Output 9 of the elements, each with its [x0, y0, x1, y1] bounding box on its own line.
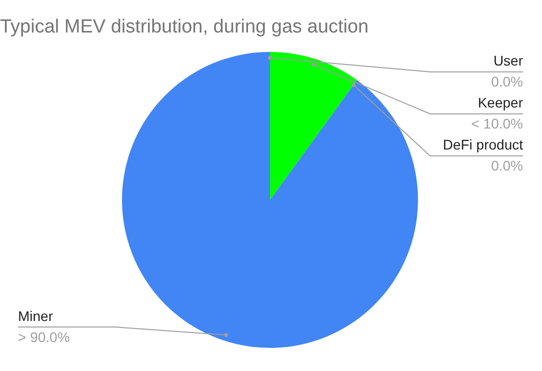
- category-label: DeFi product: [442, 136, 523, 153]
- slice-label: Miner: [18, 308, 54, 324]
- slice-label: Keeper: [478, 94, 524, 111]
- text: 0.0%: [491, 158, 523, 174]
- category-label: User: [493, 52, 523, 69]
- data-label: < 10.0%: [471, 116, 523, 132]
- chart-title: Typical MEV distribution, during gas auction: [0, 16, 369, 38]
- data-label: > 90.0%: [18, 328, 70, 345]
- text: 0.0%: [491, 74, 523, 90]
